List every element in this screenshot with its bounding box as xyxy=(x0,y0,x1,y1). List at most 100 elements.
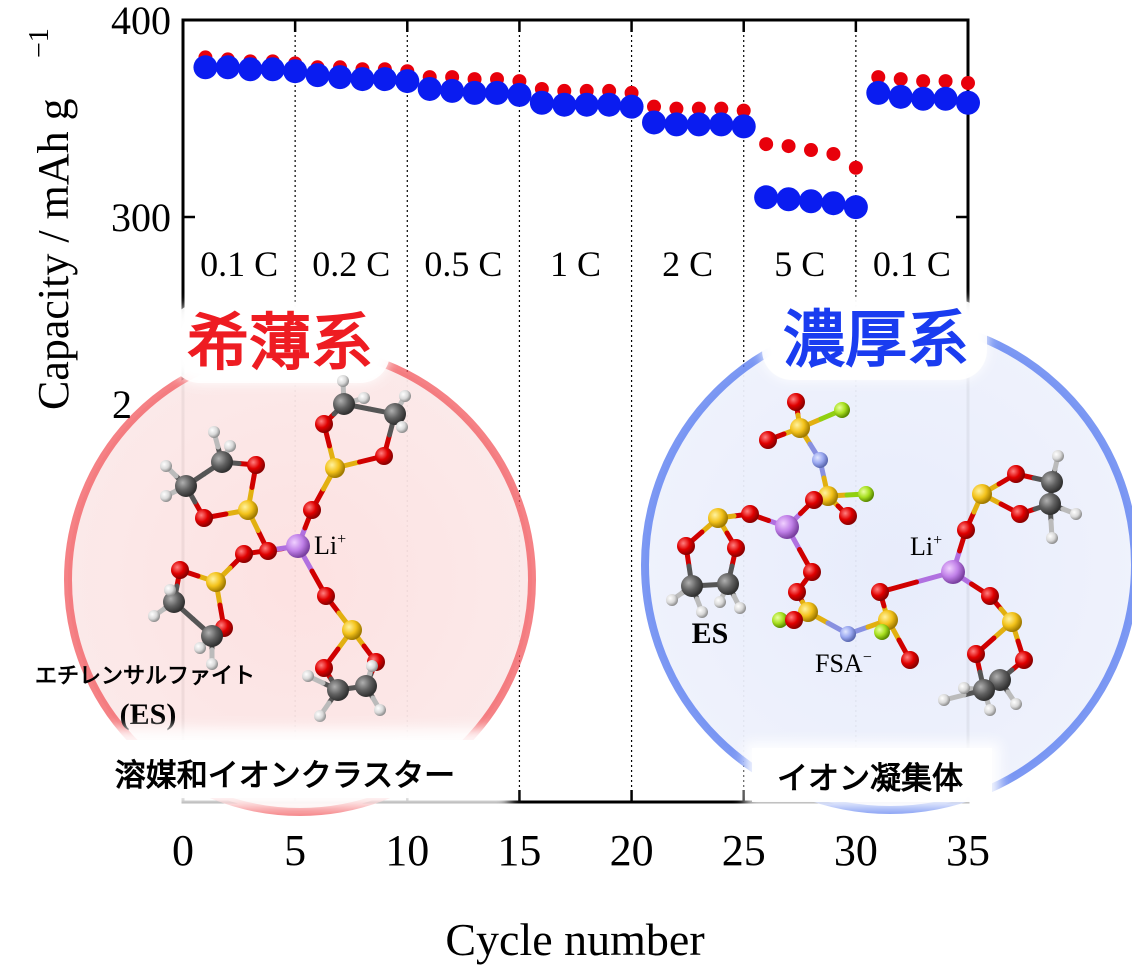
atom-h xyxy=(714,596,726,608)
data-point-blue xyxy=(933,86,958,111)
data-point-red xyxy=(871,70,886,85)
data-point-blue xyxy=(776,187,801,212)
atom-n xyxy=(840,626,856,642)
left-li-label: Li+ xyxy=(314,531,346,560)
fsa-label: FSA− xyxy=(815,649,872,678)
right-es-label: ES xyxy=(692,617,729,650)
data-point-blue xyxy=(193,55,218,80)
data-point-blue xyxy=(395,69,420,94)
atom-s xyxy=(798,602,818,622)
x-tick-label-35: 35 xyxy=(946,826,990,875)
atom-f xyxy=(858,486,874,502)
atom-h xyxy=(208,426,220,438)
atom-f xyxy=(772,612,788,628)
data-point-blue xyxy=(642,110,666,135)
rate-label-6: 5 C xyxy=(774,244,825,284)
rate-label-2: 0.2 C xyxy=(312,244,390,284)
atom-f xyxy=(834,402,850,418)
data-point-blue xyxy=(529,90,554,115)
data-point-red xyxy=(848,160,863,175)
atom-o xyxy=(375,447,393,465)
atom-h xyxy=(1046,532,1058,544)
atom-o xyxy=(787,393,805,411)
data-point-blue xyxy=(597,92,622,117)
atom-h xyxy=(399,390,411,402)
data-point-blue xyxy=(238,57,263,82)
atom-o xyxy=(677,537,695,555)
atom-s xyxy=(818,486,838,506)
data-point-blue xyxy=(507,82,532,107)
atom-h xyxy=(160,460,172,472)
data-point-blue xyxy=(821,191,846,216)
atom-h xyxy=(337,375,349,387)
data-point-blue xyxy=(552,92,577,117)
right-li-label: Li+ xyxy=(910,532,942,561)
data-point-blue xyxy=(328,65,352,90)
atom-h xyxy=(164,584,176,596)
rate-label-3: 0.5 C xyxy=(424,244,502,284)
atom-h xyxy=(1070,508,1082,520)
atom-h xyxy=(938,694,950,706)
atom-o xyxy=(235,545,253,563)
data-point-blue xyxy=(664,112,689,137)
atom-c xyxy=(163,591,185,613)
atom-c xyxy=(989,669,1011,691)
right-caption: イオン凝集体 xyxy=(777,761,963,797)
atom-c xyxy=(717,573,739,595)
atom-o xyxy=(788,583,806,601)
y-axis-label: Capacity / mAh g xyxy=(29,98,78,410)
es-label-abbr: (ES) xyxy=(120,698,177,731)
rate-label-7: 0.1 C xyxy=(873,244,951,284)
atom-o xyxy=(741,505,759,523)
x-axis-label: Cycle number xyxy=(445,914,704,965)
data-point-blue xyxy=(866,80,891,105)
atom-o xyxy=(315,659,333,677)
atom-o xyxy=(1007,465,1025,483)
atom-s xyxy=(708,508,728,528)
atom-o xyxy=(871,583,889,601)
x-tick-label-0: 0 xyxy=(172,826,194,875)
data-point-blue xyxy=(888,84,913,109)
x-ticks: 0 5 10 15 20 25 30 35 xyxy=(172,20,990,875)
atom-h xyxy=(984,704,996,716)
data-point-blue xyxy=(709,112,734,137)
atom-h xyxy=(224,440,236,452)
atom-s xyxy=(790,418,810,438)
atom-s xyxy=(238,500,258,520)
atom-h xyxy=(206,658,218,670)
data-point-red xyxy=(714,101,729,116)
x-tick-label-30: 30 xyxy=(834,826,878,875)
x-tick-label-15: 15 xyxy=(497,826,541,875)
atom-h xyxy=(958,682,970,694)
atom-h xyxy=(366,660,378,672)
data-point-red xyxy=(736,103,751,118)
data-point-blue xyxy=(485,80,509,105)
data-point-blue xyxy=(731,114,756,139)
rate-labels: 0.1 C 0.2 C 0.5 C 1 C 2 C 5 C 0.1 C xyxy=(200,244,951,284)
x-tick-label-20: 20 xyxy=(610,826,654,875)
data-point-blue xyxy=(619,94,644,119)
atom-h xyxy=(734,602,746,614)
atom-o xyxy=(803,563,821,581)
atom-li xyxy=(286,534,310,558)
atom-s xyxy=(972,484,992,504)
atom-li xyxy=(775,515,799,539)
atom-o xyxy=(957,521,975,539)
atom-o xyxy=(901,651,919,669)
data-point-blue xyxy=(754,185,779,210)
atom-o xyxy=(727,539,745,557)
atom-c xyxy=(681,575,703,597)
atom-s xyxy=(1002,612,1022,632)
atom-c xyxy=(1041,471,1063,493)
atom-h xyxy=(1010,698,1022,710)
atom-s xyxy=(325,458,345,478)
atom-h xyxy=(358,392,370,404)
data-point-red xyxy=(691,101,706,116)
atom-o xyxy=(247,456,265,474)
data-point-red xyxy=(916,74,931,89)
data-point-red xyxy=(893,72,908,87)
data-point-red xyxy=(938,74,953,89)
data-point-blue xyxy=(350,67,375,92)
atom-li xyxy=(941,560,965,584)
